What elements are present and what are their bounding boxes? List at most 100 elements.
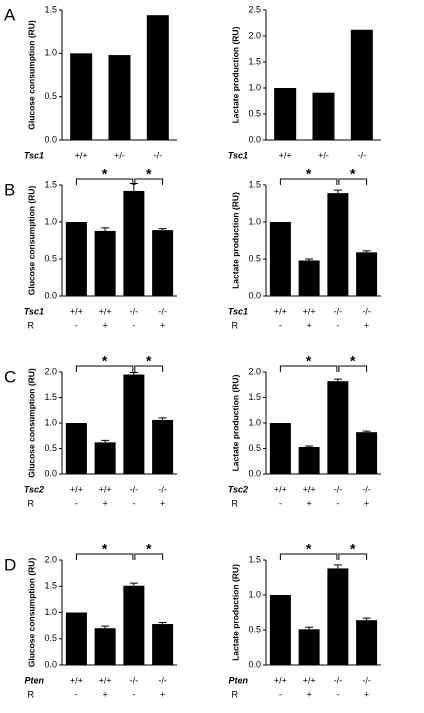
treatment-value: - [279,689,282,699]
bar [123,585,145,665]
significance-label: * [306,166,312,182]
y-tick-label: 0.5 [44,253,57,263]
bar [65,612,87,665]
x-tick-label: -/- [334,306,343,316]
y-tick-label: 0.0 [248,134,261,144]
bar [65,222,87,296]
x-tick-label: +/+ [274,306,287,316]
y-axis-label: Glucose consumption (RU) [26,20,36,130]
x-tick-label: +/- [114,150,125,160]
error-bar [129,582,138,586]
x-tick-label: -/- [130,306,139,316]
bar [356,432,378,474]
error-bar [101,227,110,231]
error-bar [305,626,314,630]
treatment-value: + [364,320,369,330]
y-tick-label: 1.0 [248,216,261,226]
treatment-value: - [75,320,78,330]
error-bar [362,430,371,433]
y-axis-label: Lactate production (RU) [230,192,240,289]
y-tick-label: 1.0 [248,589,261,599]
x-tick-label: +/+ [99,675,112,685]
significance-bracket [134,365,164,372]
x-tick-label: +/+ [303,306,316,316]
treatment-value: - [132,498,135,508]
y-tick-label: 0.5 [44,91,57,101]
error-bar [362,250,371,253]
error-bar [101,625,110,629]
bar [356,620,378,665]
significance-bracket [279,178,338,185]
y-tick-label: 1.5 [248,554,261,564]
panel-label: D [4,555,16,574]
y-tick-label: 1.5 [44,581,57,591]
significance-bracket [338,178,368,185]
x-tick-label: -/- [158,675,167,685]
y-tick-label: 1.0 [44,48,57,58]
gene-label: Pten [24,675,44,685]
bar [356,252,378,296]
significance-label: * [350,353,356,369]
y-tick-label: 0.5 [248,443,261,453]
y-tick-label: 0.0 [44,659,57,669]
bar [108,55,131,140]
x-tick-label: +/+ [274,484,287,494]
treatment-value: - [336,320,339,330]
x-tick-label: -/- [334,484,343,494]
significance-bracket [75,365,134,372]
gene-label: Pten [228,675,248,685]
y-tick-label: 0.5 [248,624,261,634]
x-tick-label: -/- [362,306,371,316]
y-tick-label: 0.0 [248,290,261,300]
bar [327,568,349,665]
treatment-value: - [132,689,135,699]
significance-bracket [338,365,368,372]
significance-bracket [279,365,338,372]
significance-label: * [146,353,152,369]
bar [94,628,116,665]
bar [123,190,145,296]
significance-label: * [350,166,356,182]
treatment-label: R [232,498,239,508]
treatment-value: + [160,689,165,699]
significance-bracket [75,553,134,560]
bar [269,222,291,296]
gene-label: Tsc1 [24,150,44,160]
y-tick-label: 1.5 [248,179,261,189]
treatment-value: - [75,498,78,508]
treatment-value: + [306,689,311,699]
y-tick-label: 0.0 [44,468,57,478]
error-bar [333,378,342,382]
bar [298,629,320,665]
bar [269,595,291,665]
x-tick-label: +/+ [303,484,316,494]
treatment-label: R [28,689,35,699]
y-tick-label: 0.0 [248,659,261,669]
significance-bracket [75,178,134,185]
significance-bracket [279,553,338,560]
error-bar [333,189,342,194]
treatment-value: + [102,320,107,330]
significance-label: * [102,541,108,557]
treatment-label: R [28,498,35,508]
x-tick-label: -/- [154,150,163,160]
gene-label: Tsc2 [24,484,44,494]
error-bar [158,228,167,231]
significance-label: * [306,353,312,369]
y-tick-label: 0.0 [44,290,57,300]
bar [269,423,291,474]
error-bar [129,183,138,191]
error-bar [362,617,371,621]
y-axis-label: Glucose consumption (RU) [26,558,36,668]
panel-label: A [4,5,16,24]
y-axis-label: Lactate production (RU) [230,564,240,661]
gene-label: Tsc1 [24,306,44,316]
panel-label: B [4,180,15,199]
x-tick-label: -/- [358,150,367,160]
y-tick-label: 1.5 [44,392,57,402]
y-tick-label: 1.0 [248,82,261,92]
bar [146,15,169,141]
treatment-label: R [28,320,35,330]
error-bar [305,258,314,261]
bar [327,381,349,474]
